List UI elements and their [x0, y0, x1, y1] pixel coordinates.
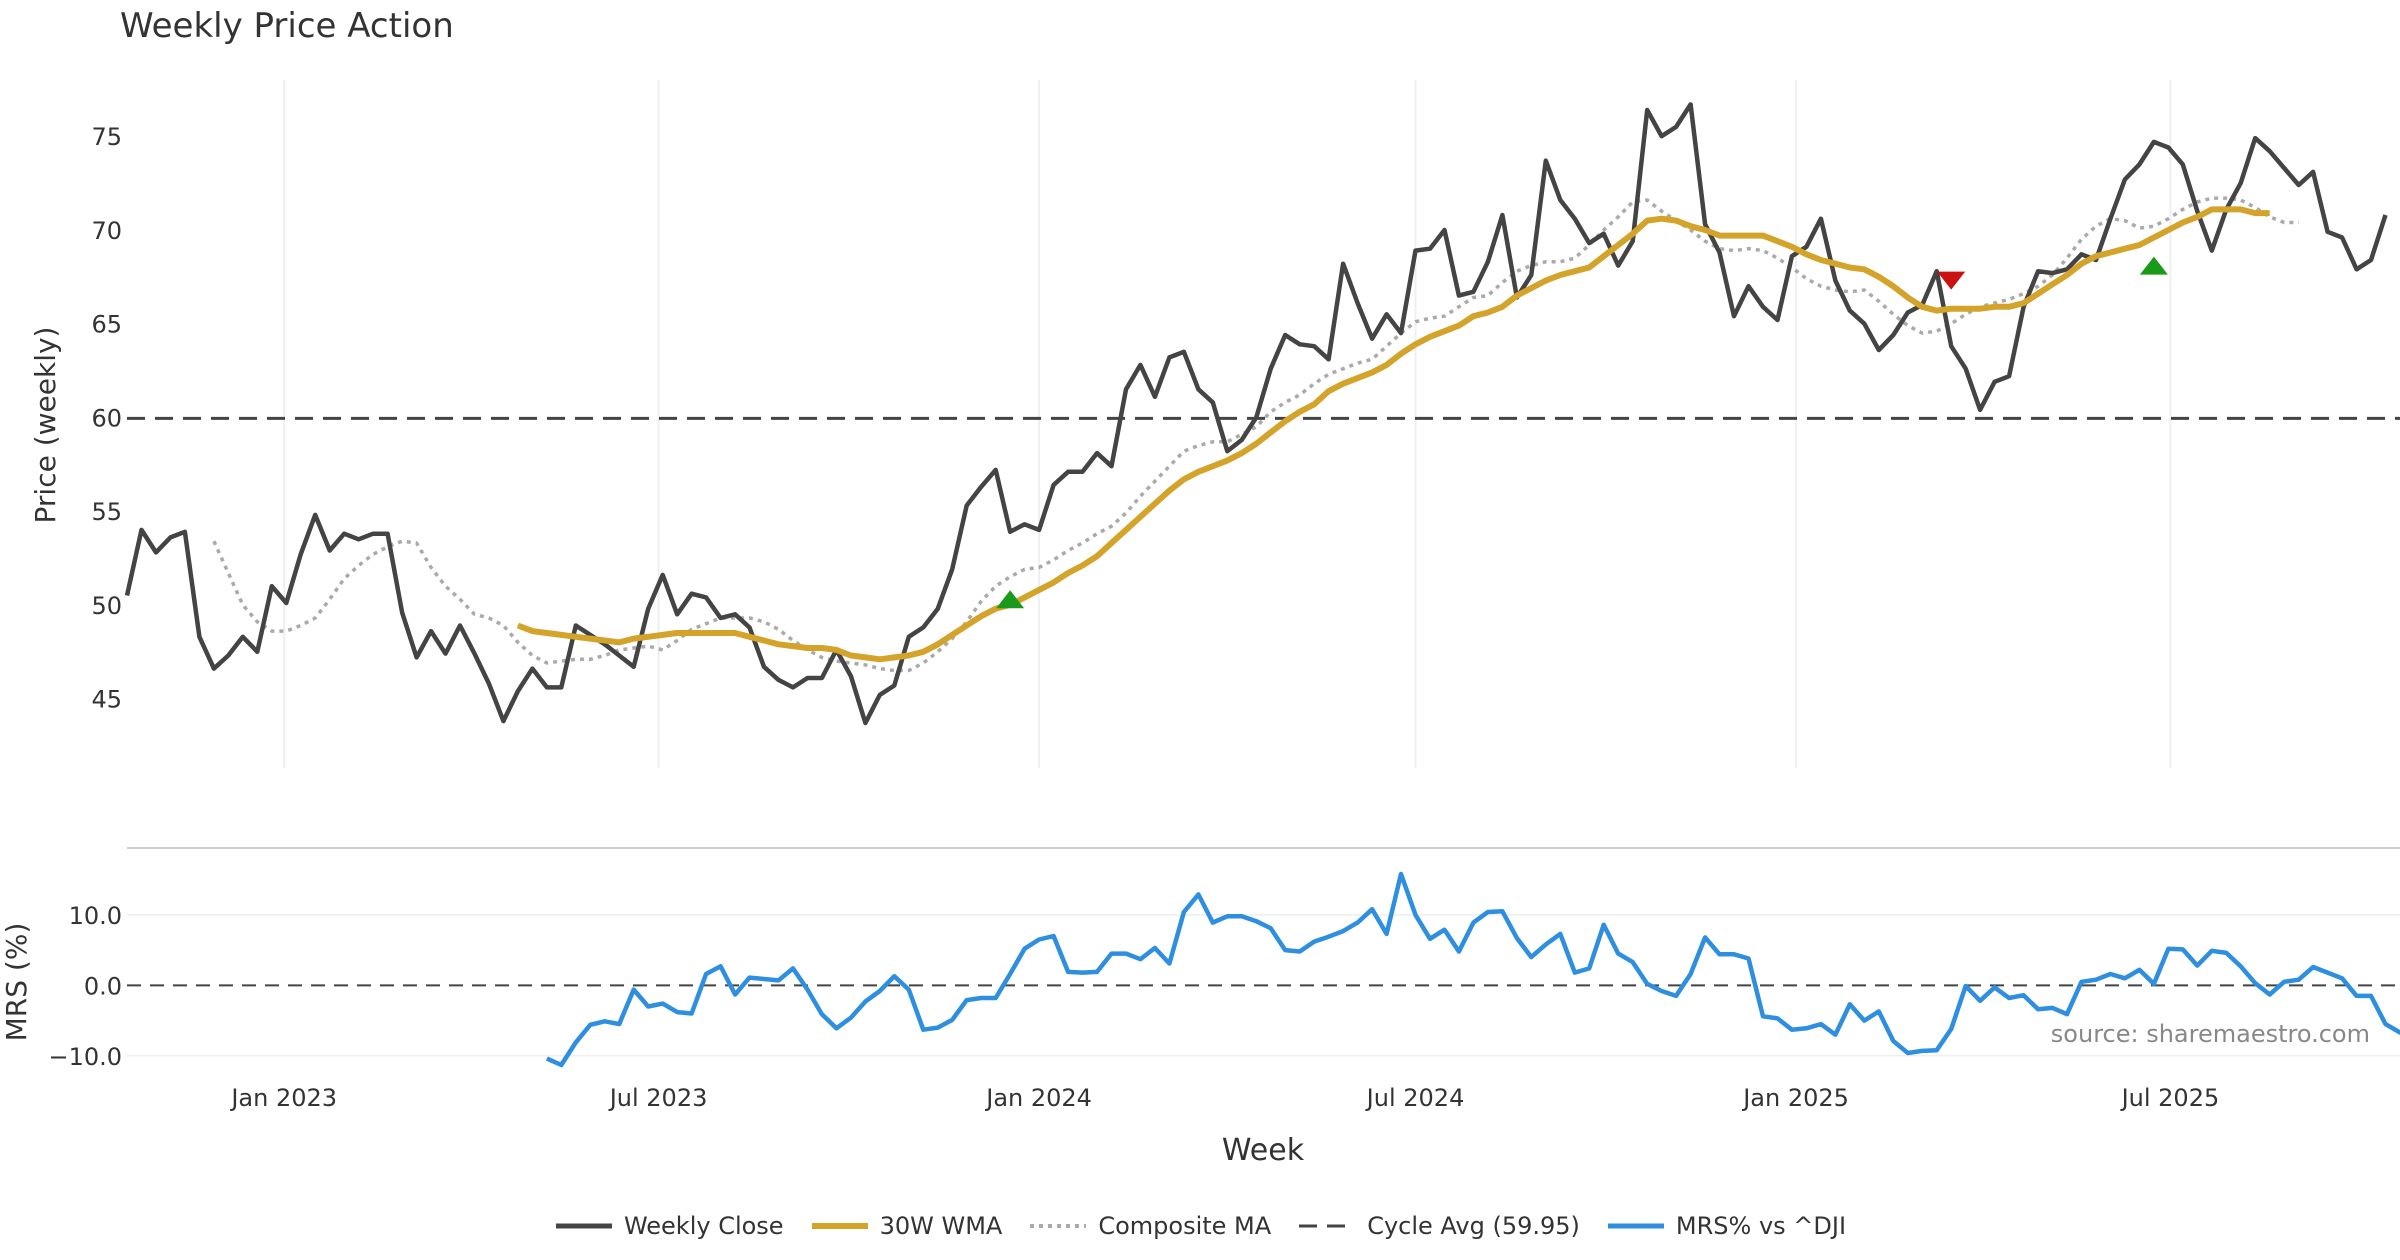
mrs-y-tick-label: −10.0 [48, 1043, 122, 1071]
price-y-tick-label: 70 [91, 217, 122, 245]
price-y-tick-label: 45 [91, 686, 122, 714]
wma-line [516, 206, 2270, 663]
legend-label-close: Weekly Close [623, 1212, 784, 1240]
legend-item-close: Weekly Close [554, 1212, 784, 1240]
x-tick-label: Jul 2023 [608, 1084, 708, 1112]
price-y-axis-label: Price (weekly) [29, 327, 62, 524]
price-y-tick-label: 55 [91, 498, 122, 526]
x-tick-label: Jul 2024 [1365, 1084, 1465, 1112]
x-tick-label: Jan 2024 [984, 1084, 1092, 1112]
legend-swatch-mrs [1607, 1223, 1664, 1229]
legend-item-mrs: MRS% vs ^DJI [1606, 1212, 1846, 1240]
x-tick-label: Jul 2025 [2120, 1084, 2220, 1112]
legend-swatch-wma [811, 1223, 868, 1229]
legend-item-cycle: Cycle Avg (59.95) [1297, 1212, 1580, 1240]
price-lines [124, 102, 2400, 726]
mrs-y-tick-label: 10.0 [69, 902, 122, 930]
mrs-y-axis-label: MRS (%) [0, 923, 33, 1042]
legend: Weekly Close 30W WMA Composite MA Cycle … [0, 1212, 2400, 1240]
legend-swatch-close [555, 1223, 612, 1229]
legend-swatch-cycle [1299, 1224, 1356, 1228]
mrs-grid [127, 914, 2400, 1057]
price-y-ticks: 45 50 55 60 65 70 75 [91, 123, 122, 713]
legend-item-composite: Composite MA [1028, 1212, 1271, 1240]
legend-item-wma: 30W WMA [810, 1212, 1003, 1240]
chart-title: Weekly Price Action [120, 6, 454, 46]
mrs-line [545, 871, 2400, 1068]
price-grid [283, 80, 2172, 768]
composite-ma-line [212, 196, 2299, 673]
legend-label-mrs: MRS% vs ^DJI [1675, 1212, 1847, 1240]
x-tick-label: Jan 2025 [1741, 1084, 1849, 1112]
mrs-y-tick-label: 0.0 [84, 972, 122, 1000]
x-tick-label: Jan 2023 [229, 1084, 337, 1112]
price-y-tick-label: 50 [91, 592, 122, 620]
legend-swatch-composite [1030, 1224, 1087, 1228]
sell-signal-marker [1937, 271, 1966, 290]
legend-label-composite: Composite MA [1098, 1212, 1272, 1240]
price-y-tick-label: 65 [91, 311, 122, 339]
x-axis-label: Week [1222, 1133, 1305, 1168]
legend-label-wma: 30W WMA [879, 1212, 1003, 1240]
source-note: source: sharemaestro.com [2050, 1020, 2370, 1048]
legend-label-cycle: Cycle Avg (59.95) [1367, 1212, 1580, 1240]
price-y-tick-label: 75 [91, 123, 122, 151]
mrs-lines [545, 871, 2400, 1068]
weekly-close-line [124, 102, 2388, 726]
buy-signal-marker [996, 590, 1025, 609]
x-ticks: Jan 2023 Jul 2023 Jan 2024 Jul 2024 Jan 2025… [229, 1084, 2219, 1112]
mrs-y-ticks: 10.0 0.0 −10.0 [48, 902, 122, 1071]
signals [996, 256, 2168, 609]
price-y-tick-label: 60 [91, 404, 122, 432]
buy-signal-marker [2139, 256, 2168, 275]
